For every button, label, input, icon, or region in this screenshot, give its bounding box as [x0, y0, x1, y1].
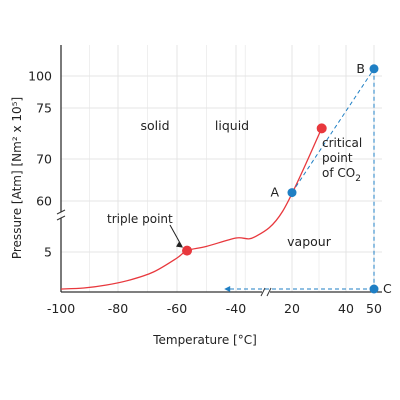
path-arrowhead-icon: [224, 286, 231, 292]
point-a-label: A: [270, 185, 279, 200]
x-tick-label-2: -60: [167, 301, 187, 316]
x-axis-break-mark-2: [266, 287, 272, 297]
region-solid: solid: [140, 118, 169, 133]
y-axis-break-mark-1: [56, 209, 66, 215]
critical-point-label-line1: critical: [322, 136, 362, 150]
x-axis-break-mark-1: [260, 287, 266, 297]
y-tick-label-3: 60: [36, 194, 52, 209]
axes: -100 -80 -60 -40 20 40 50 100 75 70 60 5: [28, 45, 382, 316]
y-tick-label-1: 75: [36, 101, 52, 116]
point-b-marker: [369, 64, 379, 74]
labels-layer: Temperature [°C] Pressure [Atm] [Nm² x 1…: [10, 97, 362, 347]
x-tick-label-1: -80: [108, 301, 128, 316]
process-path-layer: [169, 68, 375, 292]
region-vapour: vapour: [287, 234, 332, 249]
y-axis-break-mark-2: [56, 215, 66, 221]
x-tick-label-6: 50: [366, 301, 382, 316]
y-axis-title: Pressure [Atm] [Nm² x 10⁵]: [10, 97, 24, 259]
triple-point-arrowhead-icon: [176, 241, 184, 248]
critical-point-label-line3: of CO2: [322, 166, 361, 184]
point-a-marker: [287, 188, 297, 198]
y-tick-label-0: 100: [28, 69, 52, 84]
region-liquid: liquid: [215, 118, 249, 133]
x-tick-label-3: -40: [226, 301, 246, 316]
y-tick-label-4: 5: [44, 245, 52, 260]
point-c-marker: [369, 284, 379, 294]
triple-point-label: triple point: [107, 212, 173, 226]
x-tick-label-5: 40: [338, 301, 354, 316]
point-b-label: B: [356, 61, 365, 76]
critical-point-label-text: of CO: [322, 166, 355, 180]
x-tick-label-0: -100: [47, 301, 75, 316]
phase-boundary-line: [60, 128, 323, 290]
marks-layer: A B C: [182, 61, 392, 296]
triple-point-pointer: [169, 224, 183, 247]
phase-curve-layer: [60, 128, 323, 290]
grid: [60, 45, 382, 292]
x-axis-title: Temperature [°C]: [152, 333, 257, 347]
point-c-label: C: [383, 281, 392, 296]
critical-point-label-line2: point: [322, 151, 353, 165]
triple-point-marker: [182, 245, 193, 256]
y-tick-label-2: 70: [36, 152, 52, 167]
path-segment-a-b: [291, 68, 375, 193]
x-tick-label-4: 20: [284, 301, 300, 316]
critical-point-marker: [316, 123, 327, 134]
critical-point-label-subscript: 2: [355, 174, 361, 184]
